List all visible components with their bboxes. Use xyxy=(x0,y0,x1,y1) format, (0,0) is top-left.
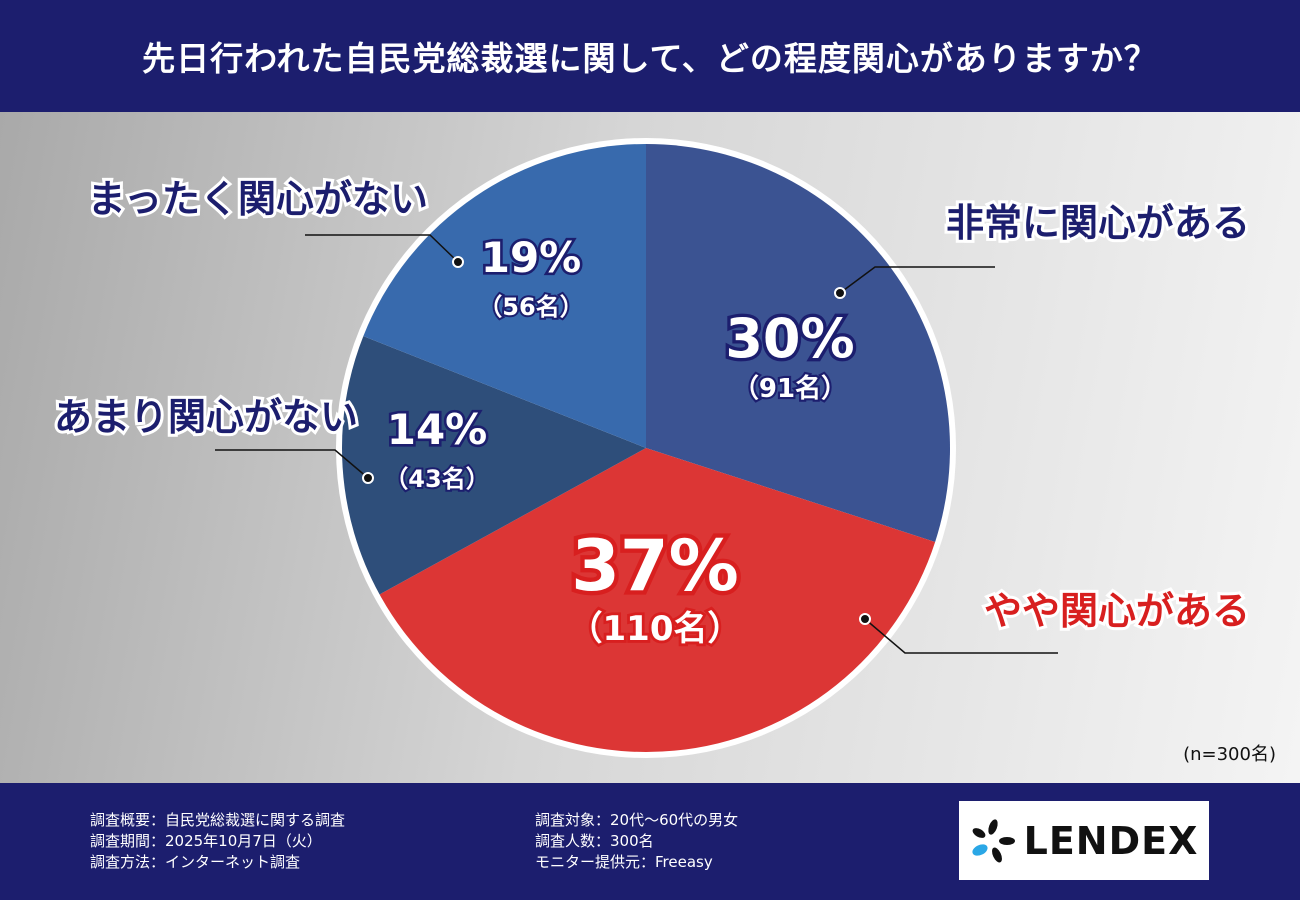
pie-slice-somewhat-interested xyxy=(379,448,936,752)
leader-line-very-interested xyxy=(839,266,995,294)
survey-method: 調査方法：インターネット調査 xyxy=(90,853,301,871)
page-title: 先日行われた自民党総裁選に関して、どの程度関心がありますか？ xyxy=(0,0,1300,112)
survey-provider: モニター提供元：Freeasy xyxy=(535,853,713,871)
pct-label-very-interested: 30% xyxy=(725,307,854,370)
logo-text: LENDEX xyxy=(1023,818,1199,863)
category-label-very-interested: 非常に関心がある xyxy=(946,201,1250,245)
pie-slice-not-interested xyxy=(363,144,646,448)
survey-count: 調査人数：300名 xyxy=(535,832,654,850)
lendex-logo: LENDEX xyxy=(959,801,1209,880)
survey-target: 調査対象：20代〜60代の男女 xyxy=(535,811,739,829)
leader-line-not-interested xyxy=(305,234,459,263)
chart-area: 30% （91名） 37% （110名） 14% （43名） 19% （56名） 非常に関心があ… xyxy=(0,112,1300,783)
sample-size-label: (n=300名) xyxy=(1183,744,1276,765)
category-label-not-very-interested: あまり関心がない xyxy=(54,395,358,439)
leader-line-not-very-interested xyxy=(215,449,369,479)
pct-label-not-very-interested: 14% xyxy=(387,405,488,454)
leader-dot-not-very-interested xyxy=(362,472,374,484)
count-label-not-very-interested: （43名） xyxy=(384,465,489,493)
leader-dot-not-interested xyxy=(452,256,464,268)
survey-summary: 調査概要：自民党総裁選に関する調査 xyxy=(90,811,346,829)
leader-dot-somewhat-interested xyxy=(859,613,871,625)
logo-petal-icon xyxy=(972,818,1015,862)
footer: 調査概要：自民党総裁選に関する調査 調査期間：2025年10月7日（火） 調査方… xyxy=(0,783,1300,900)
category-label-not-interested: まったく関心がない xyxy=(88,177,428,221)
survey-info-right: 調査対象：20代〜60代の男女 調査人数：300名 モニター提供元：Freeas… xyxy=(535,810,738,873)
survey-info-left: 調査概要：自民党総裁選に関する調査 調査期間：2025年10月7日（火） 調査方… xyxy=(90,810,345,873)
pie-slice-very-interested xyxy=(646,144,950,542)
count-label-somewhat-interested: （110名） xyxy=(569,609,742,649)
count-label-very-interested: （91名） xyxy=(733,373,847,404)
pie-chart: 30%（91名） 37%（110名） 14% （43名） 19% （56名） 非常に関心があ… xyxy=(51,138,1253,758)
leader-line-somewhat-interested xyxy=(864,618,1058,654)
pct-label-somewhat-interested: 37% xyxy=(571,525,739,607)
pct-label-not-interested: 19% xyxy=(481,233,582,282)
pie-slice-not-very-interested xyxy=(342,336,646,595)
survey-period: 調査期間：2025年10月7日（火） xyxy=(90,832,322,850)
count-label-not-interested: （56名） xyxy=(478,293,583,321)
leader-dot-very-interested xyxy=(834,287,846,299)
category-label-somewhat-interested: やや関心がある xyxy=(984,589,1250,633)
